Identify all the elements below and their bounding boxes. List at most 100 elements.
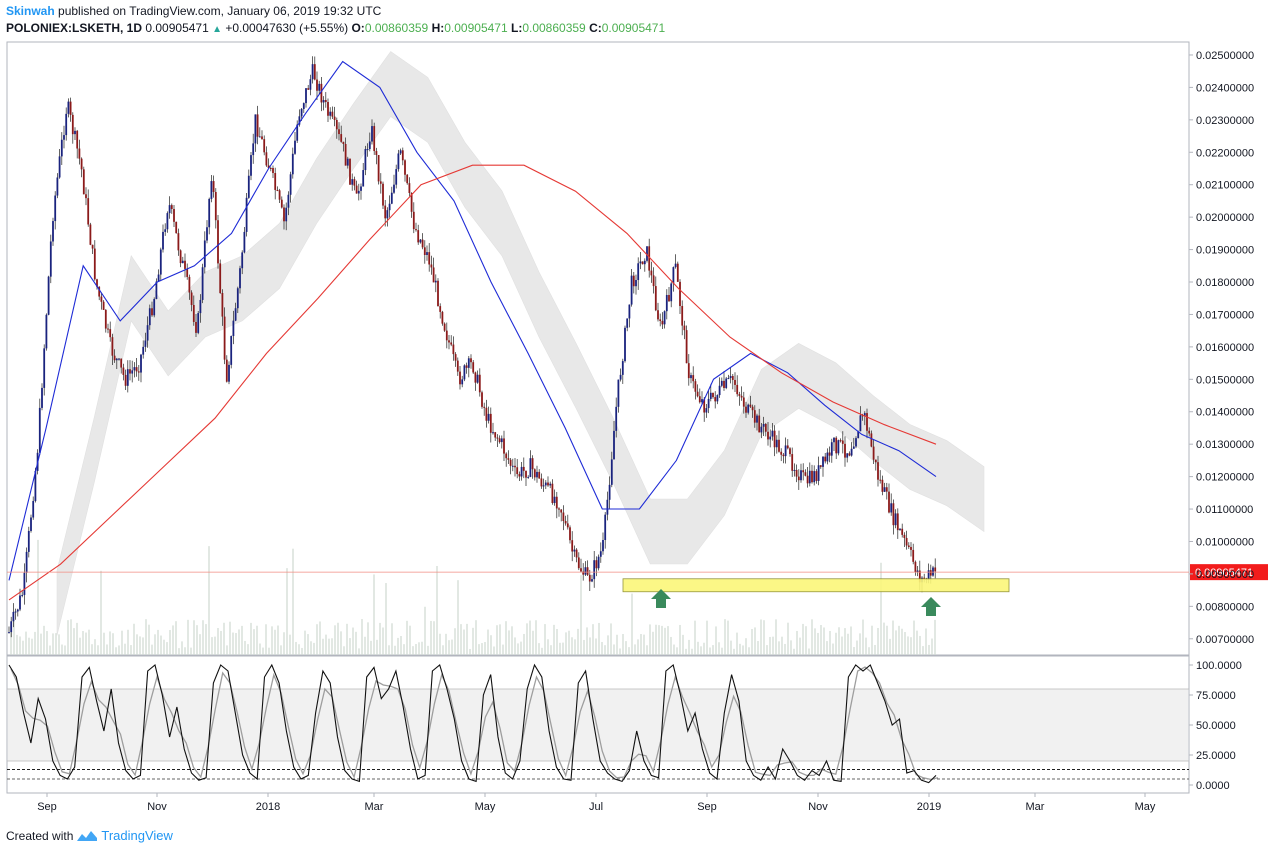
ema-fast-line: [8, 60, 937, 581]
candle-down: [107, 328, 109, 330]
volume-bar: [820, 625, 822, 655]
candle-up: [47, 276, 50, 315]
volume-bar: [88, 629, 90, 655]
candle-down: [382, 183, 384, 206]
candle-down: [494, 432, 497, 438]
candle-down: [355, 185, 358, 194]
candle-up: [360, 186, 362, 191]
candle-up: [800, 470, 802, 481]
candle-up: [916, 570, 919, 573]
volume-bar: [508, 630, 510, 655]
volume-bar: [124, 643, 126, 655]
candle-up: [463, 365, 466, 380]
time-axis-label: Nov: [147, 801, 167, 813]
volume-bar: [313, 642, 315, 655]
candle-up: [155, 281, 158, 300]
volume-bar: [289, 634, 291, 655]
volume-bar: [535, 620, 537, 655]
volume-bar: [511, 626, 513, 655]
volume-bar: [517, 643, 519, 655]
candle-up: [674, 263, 677, 268]
volume-bar: [685, 648, 687, 655]
candle-up: [591, 579, 593, 582]
candle-down: [780, 451, 783, 455]
candle-up: [298, 116, 301, 125]
volume-bar: [925, 628, 927, 655]
volume-bar: [193, 620, 195, 655]
time-axis-label: May: [1135, 801, 1156, 813]
candle-up: [153, 299, 156, 316]
volume-bar: [172, 625, 174, 655]
volume-bar: [868, 647, 870, 655]
volume-bar: [772, 636, 774, 655]
candle-up: [254, 114, 257, 144]
volume-bar: [478, 644, 480, 655]
price-axis: 0.02500000 0.02400000 0.02300000 0.02200000…: [1189, 50, 1254, 646]
candle-down: [256, 114, 259, 137]
candle-down: [874, 459, 877, 463]
candle-up: [258, 136, 261, 138]
volume-bar: [751, 628, 753, 655]
candle-up: [296, 124, 299, 141]
candle-down: [503, 438, 505, 454]
candle-up: [362, 170, 365, 187]
volume-bar: [784, 643, 786, 655]
volume-bar: [424, 606, 426, 655]
volume-bar: [853, 647, 855, 655]
volume-bar: [412, 646, 414, 655]
volume-bar: [631, 593, 633, 655]
candle-down: [450, 342, 453, 345]
candle-up: [245, 197, 248, 232]
volume-bar: [307, 634, 309, 655]
candle-down: [877, 462, 879, 480]
volume-bar: [481, 643, 483, 655]
candle-up: [599, 551, 602, 557]
candle-down: [344, 143, 347, 166]
candle-down: [485, 407, 488, 421]
candle-down: [377, 154, 380, 182]
candle-down: [914, 561, 917, 573]
tradingview-brand[interactable]: TradingView: [101, 828, 173, 843]
author-link[interactable]: Skinwah: [6, 4, 55, 18]
candle-down: [474, 372, 477, 383]
volume-bar: [325, 634, 327, 655]
candle-up: [793, 469, 796, 471]
candle-up: [775, 439, 778, 448]
candle-down: [564, 520, 567, 524]
last-price-tag-label: 0.00905471: [1195, 567, 1253, 579]
candle-down: [269, 168, 272, 170]
volume-bar: [13, 619, 15, 655]
candle-down: [507, 458, 510, 460]
volume-bar: [544, 624, 546, 655]
candle-down: [76, 130, 79, 149]
volume-bar: [280, 645, 282, 655]
candle-up: [709, 392, 712, 399]
candle-up: [243, 231, 246, 253]
candle-down: [91, 244, 94, 249]
volume-bar: [367, 622, 369, 655]
candle-down: [685, 330, 688, 364]
volume-bar: [271, 626, 273, 655]
candle-down: [265, 152, 268, 166]
candle-up: [65, 113, 68, 136]
volume-bar: [304, 630, 306, 655]
candle-down: [892, 503, 895, 526]
price-axis-label: 0.01300000: [1196, 439, 1254, 451]
candle-down: [175, 221, 178, 234]
volume-bar: [466, 623, 468, 655]
time-axis-label: Mar: [1026, 801, 1045, 813]
volume-bar: [55, 633, 57, 655]
candle-down: [120, 358, 123, 368]
candle-up: [148, 308, 151, 326]
price-axis-label: 0.01000000: [1196, 536, 1254, 548]
volume-bar: [640, 634, 642, 655]
volume-bar: [898, 625, 900, 655]
volume-bar: [892, 620, 894, 655]
candle-up: [635, 280, 637, 287]
volume-bar: [115, 647, 117, 655]
volume-bar: [865, 637, 867, 655]
candle-up: [230, 336, 233, 365]
volume-bar: [550, 645, 552, 655]
candle-down: [555, 496, 558, 509]
